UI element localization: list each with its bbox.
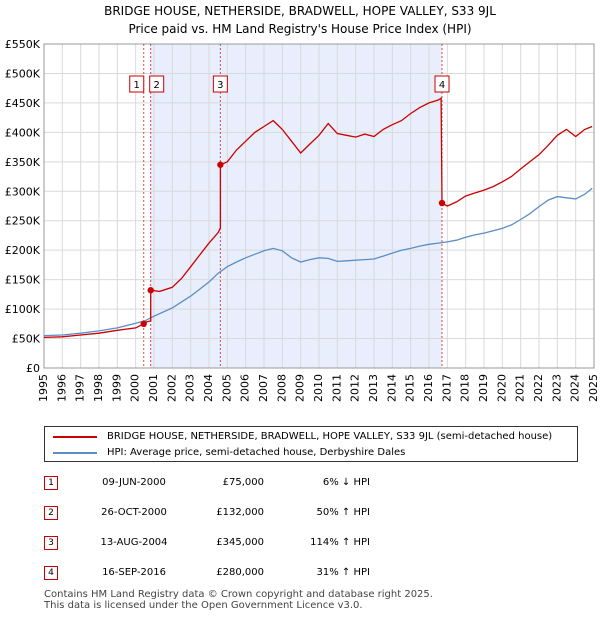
transaction-price: £280,000 — [216, 567, 264, 578]
x-tick-label: 1998 — [92, 374, 105, 402]
table-row: 4 16-SEP-2016 £280,000 31% ↑ HPI — [44, 564, 584, 586]
x-tick-label: 1996 — [55, 374, 68, 402]
transaction-price: £345,000 — [216, 537, 264, 548]
legend-property-swatch — [53, 436, 97, 438]
transaction-date: 16-SEP-2016 — [102, 567, 166, 578]
y-tick-label: £350K — [5, 156, 41, 169]
x-tick-label: 2013 — [367, 374, 380, 402]
x-tick-label: 2024 — [569, 374, 582, 402]
hpi-line — [43, 187, 593, 337]
transaction-price: £132,000 — [216, 507, 264, 518]
transaction-number: 4 — [44, 566, 58, 580]
x-tick-label: 2005 — [220, 374, 233, 402]
sale-number-box — [149, 75, 165, 93]
x-tick-label: 2007 — [257, 374, 270, 402]
x-tick-label: 2012 — [349, 374, 362, 402]
sale-point — [140, 320, 147, 328]
x-tick-label: 2006 — [239, 374, 252, 402]
x-tick-label: 2002 — [165, 374, 178, 402]
y-tick-label: £200K — [5, 244, 41, 257]
y-tick-label: £300K — [5, 185, 41, 198]
x-tick-label: 2021 — [514, 374, 527, 402]
footer-licence: This data is licensed under the Open Gov… — [44, 600, 363, 611]
transaction-date: 26-OCT-2000 — [101, 507, 167, 518]
x-tick-label: 2010 — [312, 374, 325, 402]
transaction-hpi-change: 6% ↓ HPI — [322, 477, 370, 488]
y-tick-label: £100K — [5, 303, 41, 316]
transaction-hpi-change: 31% ↑ HPI — [316, 567, 370, 578]
x-tick-label: 2003 — [184, 374, 197, 402]
sale-number-box — [434, 75, 450, 93]
y-tick-label: £450K — [5, 97, 41, 110]
transaction-date: 13-AUG-2004 — [100, 537, 168, 548]
shaded-period — [150, 44, 442, 368]
y-tick-label: £50K — [12, 333, 41, 346]
x-tick-label: 1995 — [37, 374, 50, 402]
x-tick-label: 2001 — [147, 374, 160, 402]
legend-hpi-label: HPI: Average price, semi-detached house,… — [107, 447, 406, 458]
x-tick-label: 1997 — [74, 374, 87, 402]
sale-number-box — [212, 75, 228, 93]
y-tick-label: £500K — [5, 67, 41, 80]
sale-point — [217, 161, 224, 168]
legend-hpi-swatch — [53, 452, 97, 454]
y-tick-label: £400K — [5, 126, 41, 139]
x-tick-label: 2017 — [440, 374, 453, 402]
x-tick-label: 2014 — [385, 374, 398, 402]
x-tick-label: 1999 — [110, 374, 123, 402]
x-tick-label: 2020 — [495, 374, 508, 402]
transaction-date: 09-JUN-2000 — [102, 477, 166, 488]
sale-number-label: 3 — [217, 80, 223, 91]
footer-notice: Contains HM Land Registry data © Crown c… — [44, 589, 433, 611]
x-tick-label: 2008 — [275, 374, 288, 402]
sale-point — [147, 287, 154, 294]
sale-number-label: 1 — [134, 80, 140, 91]
sale-point — [438, 199, 446, 207]
table-row: 1 09-JUN-2000 £75,000 6% ↓ HPI — [44, 474, 584, 496]
price-chart: 1995 1996 1997 1998 1999 2000 2001 2002 2003 2004… — [5, 38, 600, 402]
x-tick-label: 2025 — [587, 374, 600, 402]
legend-property-label: BRIDGE HOUSE, NETHERSIDE, BRADWELL, HOPE… — [107, 431, 553, 442]
table-row: 2 26-OCT-2000 £132,000 50% ↑ HPI — [44, 504, 584, 526]
sale-number-label: 2 — [154, 80, 160, 91]
chart-legend: BRIDGE HOUSE, NETHERSIDE, BRADWELL, HOPE… — [44, 426, 578, 462]
x-tick-label: 2022 — [532, 374, 545, 402]
y-tick-label: £0 — [26, 362, 40, 375]
transaction-number: 1 — [44, 476, 58, 490]
x-tick-label: 2023 — [550, 374, 563, 402]
x-tick-label: 2016 — [422, 374, 435, 402]
x-tick-label: 2015 — [404, 374, 417, 402]
y-tick-label: £250K — [5, 215, 41, 228]
x-tick-label: 2011 — [330, 374, 343, 402]
y-tick-label: £550K — [5, 38, 41, 51]
plot-frame — [43, 43, 595, 369]
table-row: 3 13-AUG-2004 £345,000 114% ↑ HPI — [44, 534, 584, 556]
chart-title-line1: BRIDGE HOUSE, NETHERSIDE, BRADWELL, HOPE… — [104, 4, 496, 18]
property-price-line — [43, 97, 593, 339]
x-tick-label: 2004 — [202, 374, 215, 402]
transaction-number: 2 — [44, 506, 58, 520]
transaction-hpi-change: 114% ↑ HPI — [310, 537, 370, 548]
sale-number-label: 4 — [439, 80, 445, 91]
x-tick-label: 2009 — [294, 374, 307, 402]
x-tick-label: 2019 — [477, 374, 490, 402]
x-tick-label: 2018 — [459, 374, 472, 402]
sale-number-box — [129, 75, 145, 93]
y-tick-label: £150K — [5, 274, 41, 287]
chart-title: BRIDGE HOUSE, NETHERSIDE, BRADWELL, HOPE… — [0, 2, 600, 38]
transaction-hpi-change: 50% ↑ HPI — [316, 507, 370, 518]
transaction-number: 3 — [44, 536, 58, 550]
transaction-price: £75,000 — [222, 477, 264, 488]
chart-title-line2: Price paid vs. HM Land Registry's House … — [128, 22, 472, 36]
footer-copyright: Contains HM Land Registry data © Crown c… — [44, 589, 433, 600]
x-tick-label: 2000 — [129, 374, 142, 402]
